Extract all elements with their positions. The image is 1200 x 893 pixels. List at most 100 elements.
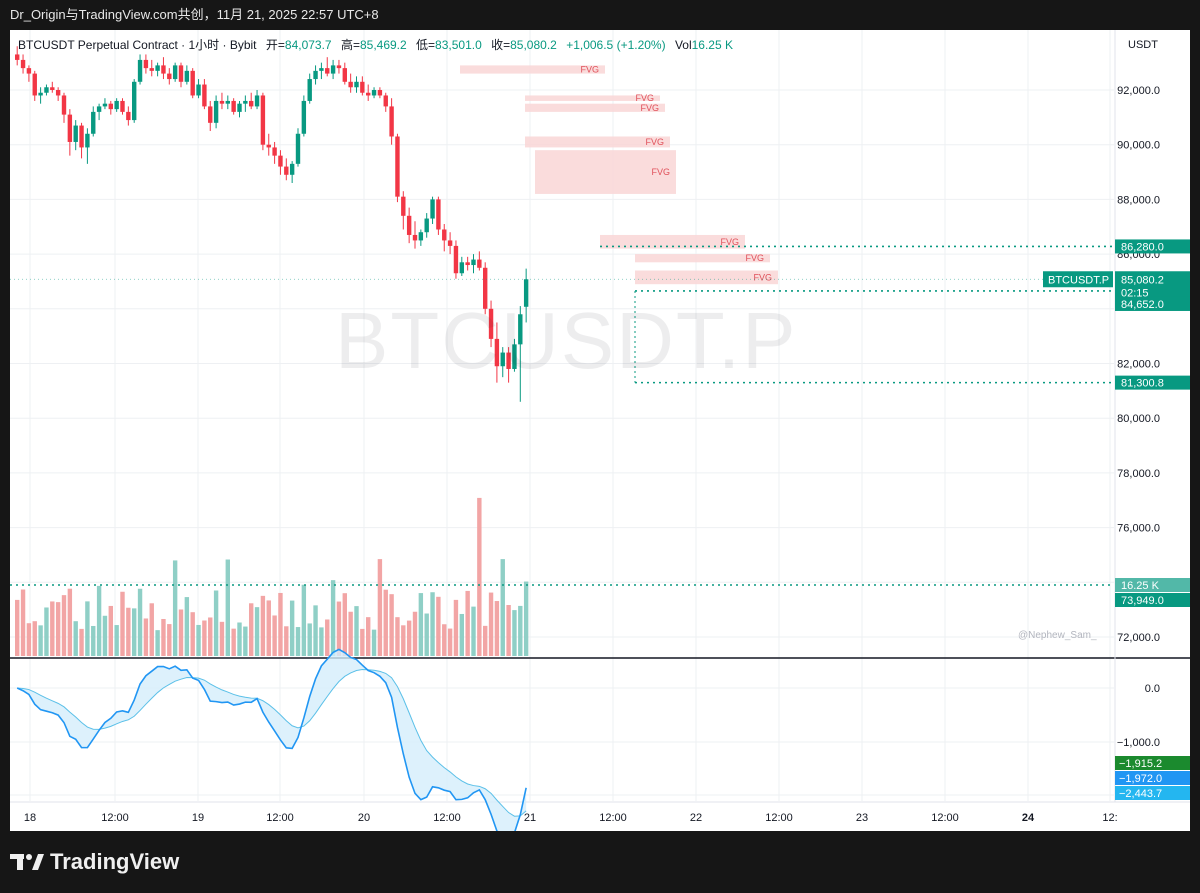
candle-body[interactable] <box>26 68 32 74</box>
candle-body[interactable] <box>102 103 108 107</box>
candle-body[interactable] <box>471 259 476 266</box>
candle-body[interactable] <box>483 267 488 309</box>
candle-body[interactable] <box>178 65 184 82</box>
candle-body[interactable] <box>85 133 90 148</box>
candle-body[interactable] <box>44 87 49 93</box>
candle-body[interactable] <box>447 240 453 246</box>
candle-body[interactable] <box>132 81 137 121</box>
volume-value-tag-bg[interactable] <box>1115 578 1190 592</box>
candle-body[interactable] <box>453 245 459 274</box>
candle-body[interactable] <box>289 163 295 175</box>
candle-body[interactable] <box>424 218 429 233</box>
candle-body[interactable] <box>348 81 353 88</box>
candle-body[interactable] <box>494 338 500 367</box>
candle-body[interactable] <box>436 199 441 230</box>
level-high-tag-bg[interactable] <box>1115 239 1190 254</box>
candle-body[interactable] <box>137 59 143 82</box>
symbol-info[interactable]: BTCUSDT Perpetual Contract · 1小时 · Bybit <box>18 38 257 52</box>
candle-body[interactable] <box>512 344 517 369</box>
volume-level-tag-bg[interactable] <box>1115 593 1190 607</box>
candle-body[interactable] <box>477 259 482 268</box>
candle-body[interactable] <box>371 90 377 96</box>
candle-body[interactable] <box>231 100 236 112</box>
candle-body[interactable] <box>184 70 190 82</box>
candle-body[interactable] <box>330 65 336 74</box>
candle-body[interactable] <box>465 262 470 266</box>
candle-body[interactable] <box>506 352 511 369</box>
candle-body[interactable] <box>96 106 102 112</box>
candle-body[interactable] <box>260 95 266 145</box>
candle-body[interactable] <box>143 59 149 69</box>
candle-body[interactable] <box>73 125 78 142</box>
last-price-tag-bg[interactable] <box>1115 271 1190 300</box>
candle-body[interactable] <box>196 84 201 96</box>
candle-body[interactable] <box>301 100 307 134</box>
candle-body[interactable] <box>295 133 301 164</box>
macd-tag-bg[interactable] <box>1115 756 1190 770</box>
candle-body[interactable] <box>79 125 84 148</box>
candle-body[interactable] <box>155 65 160 71</box>
macd-tag-bg[interactable] <box>1115 771 1190 785</box>
candle-body[interactable] <box>360 81 365 93</box>
candle-body[interactable] <box>190 70 195 96</box>
macd-tag-bg[interactable] <box>1115 786 1190 800</box>
candle-body[interactable] <box>167 73 172 80</box>
candle-body[interactable] <box>389 106 394 137</box>
candle-body[interactable] <box>442 229 447 241</box>
candle-body[interactable] <box>313 70 318 80</box>
candle-body[interactable] <box>488 308 494 339</box>
candle-body[interactable] <box>108 103 113 110</box>
chart-canvas[interactable]: FVGFVGFVGFVGFVGFVGFVGFVG92,000.090,000.0… <box>10 30 1190 831</box>
candle-body[interactable] <box>278 155 283 167</box>
candle-body[interactable] <box>161 65 166 74</box>
candle-body[interactable] <box>523 279 529 307</box>
candle-body[interactable] <box>15 54 20 60</box>
candle-body[interactable] <box>243 100 248 104</box>
candle-body[interactable] <box>266 144 271 148</box>
candle-body[interactable] <box>336 65 342 69</box>
level-mid-tag-bg[interactable] <box>1115 296 1190 311</box>
candle-body[interactable] <box>208 106 213 123</box>
candle-body[interactable] <box>50 87 55 90</box>
candle-body[interactable] <box>213 100 219 123</box>
candle-body[interactable] <box>319 68 324 71</box>
candle-body[interactable] <box>459 262 464 274</box>
candle-body[interactable] <box>149 68 154 71</box>
candle-body[interactable] <box>307 79 312 101</box>
candle-body[interactable] <box>518 314 523 345</box>
candle-body[interactable] <box>172 65 178 80</box>
candle-body[interactable] <box>272 147 277 156</box>
candle-body[interactable] <box>254 95 260 107</box>
candle-body[interactable] <box>412 234 418 241</box>
candle-body[interactable] <box>225 100 230 104</box>
level-low-tag-bg[interactable] <box>1115 375 1190 390</box>
candle-body[interactable] <box>219 100 225 104</box>
candle-body[interactable] <box>383 95 388 107</box>
candle-body[interactable] <box>430 199 435 219</box>
candle-body[interactable] <box>32 73 37 96</box>
candle-body[interactable] <box>354 81 359 88</box>
candle-body[interactable] <box>342 68 347 82</box>
chart-panel[interactable]: FVG FVG FVG FVG FVG FVG FVG FVG 92,000.0 90,000.0… <box>10 30 1190 831</box>
candle-body[interactable] <box>500 352 505 367</box>
candle-body[interactable] <box>395 136 400 197</box>
candle-body[interactable] <box>377 90 383 96</box>
candle-body[interactable] <box>114 100 119 110</box>
candle-body[interactable] <box>38 92 43 96</box>
candle-body[interactable] <box>237 103 242 112</box>
candle-body[interactable] <box>61 95 67 115</box>
candle-body[interactable] <box>202 84 207 107</box>
candle-body[interactable] <box>418 232 424 241</box>
candle-body[interactable] <box>126 111 131 121</box>
candle-body[interactable] <box>401 196 406 216</box>
symbol-tag-bg[interactable] <box>1043 271 1113 288</box>
candle-body[interactable] <box>406 215 412 235</box>
candle-body[interactable] <box>366 92 371 96</box>
candle-body[interactable] <box>55 90 61 96</box>
candle-body[interactable] <box>20 59 26 69</box>
candle-body[interactable] <box>249 100 254 107</box>
candle-body[interactable] <box>67 114 73 142</box>
candle-body[interactable] <box>325 68 330 74</box>
candle-body[interactable] <box>91 111 96 134</box>
candle-body[interactable] <box>120 100 125 112</box>
